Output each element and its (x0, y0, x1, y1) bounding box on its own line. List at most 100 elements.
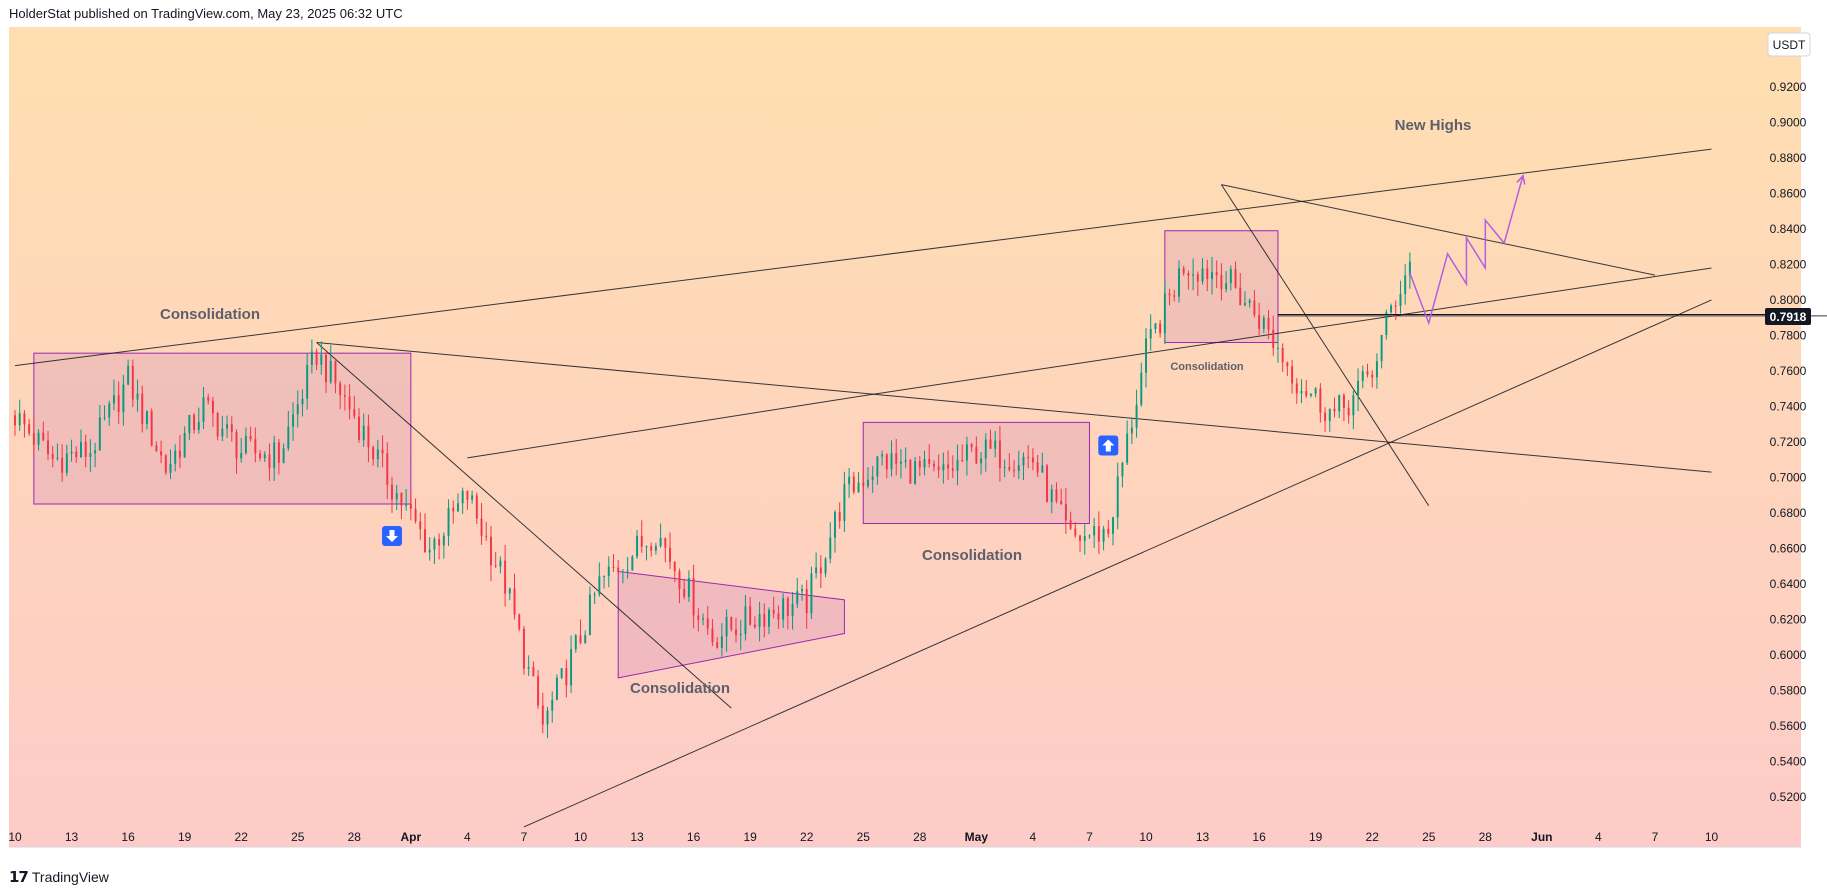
candle-bear (339, 383, 342, 396)
x-tick-label: 10 (1705, 830, 1719, 844)
candle-bull (103, 417, 106, 419)
candle-bear (372, 447, 375, 460)
candle-bear (692, 578, 695, 616)
candle-bear (75, 451, 78, 458)
x-tick-label: 25 (291, 830, 305, 844)
x-tick-label: 4 (1595, 830, 1602, 844)
candle-bull (136, 393, 139, 400)
x-tick-label: 7 (1086, 830, 1093, 844)
candle-bear (513, 588, 516, 615)
x-tick-label: 10 (574, 830, 588, 844)
candle-bull (471, 495, 474, 500)
candle-bear (753, 624, 756, 628)
candle-bull (551, 699, 554, 711)
candle-bull (994, 440, 997, 449)
candle-bear (1064, 504, 1067, 521)
candle-bull (645, 546, 648, 548)
candle-bear (1097, 526, 1100, 542)
candle-bear (475, 495, 478, 519)
candle-bear (1031, 457, 1034, 463)
candle-bear (117, 395, 120, 413)
candle-bear (178, 450, 181, 458)
candle-bear (353, 409, 356, 417)
candle-bull (1361, 371, 1364, 381)
candle-bear (1291, 366, 1294, 384)
candle-bull (395, 493, 398, 500)
candle-bear (438, 539, 441, 546)
candle-bear (160, 451, 163, 456)
candle-bull (301, 398, 304, 405)
candle-bull (1243, 302, 1246, 306)
candle-bull (848, 476, 851, 485)
candle-bear (211, 400, 214, 414)
candle-bear (1272, 329, 1275, 349)
candle-bear (1253, 300, 1256, 316)
y-tick-label: 0.8800 (1770, 151, 1807, 165)
candle-bear (772, 609, 775, 614)
candle-bear (259, 453, 262, 459)
candle-bull (1154, 323, 1157, 329)
candle-bull (1375, 361, 1378, 378)
candle-bull (1300, 391, 1303, 394)
candle-bear (325, 354, 327, 383)
candle-bull (1338, 395, 1341, 412)
y-tick-label: 0.5400 (1770, 754, 1807, 768)
candle-bear (932, 463, 935, 467)
candle-bear (1295, 383, 1298, 394)
y-tick-label: 0.7400 (1770, 399, 1807, 413)
candle-bull (593, 594, 596, 596)
x-tick-label: 4 (464, 830, 471, 844)
candle-bear (1046, 465, 1049, 503)
candle-bull (824, 558, 827, 574)
candle-bull (94, 450, 97, 454)
candle-bear (673, 561, 676, 572)
candle-bull (1017, 465, 1020, 472)
candle-bear (716, 642, 719, 648)
candle-bull (810, 573, 813, 614)
candle-bull (169, 463, 172, 473)
candle-bull (1309, 393, 1312, 396)
trendline (1221, 184, 1656, 276)
candle-bear (1168, 293, 1171, 296)
candle-bear (1281, 347, 1284, 363)
candle-bear (1394, 305, 1397, 307)
candle-bear (249, 435, 252, 440)
candle-bull (362, 425, 365, 440)
candle-bull (37, 432, 40, 445)
candle-bull (1352, 395, 1355, 416)
projection-path (1409, 175, 1524, 326)
candle-bull (292, 414, 295, 427)
x-tick-label: 10 (8, 830, 22, 844)
candle-bear (23, 413, 26, 425)
candle-bull (744, 606, 747, 635)
candle-bear (419, 521, 422, 530)
candle-bull (1408, 261, 1411, 276)
candle-bear (1239, 287, 1242, 306)
candle-bear (683, 588, 686, 597)
candle-bear (532, 666, 535, 677)
last-price-badge: 0.7918 (1765, 308, 1811, 325)
currency-badge[interactable]: USDT (1767, 32, 1811, 57)
candle-bear (1324, 412, 1327, 422)
trendline (523, 299, 1712, 828)
candle-bull (876, 456, 879, 477)
candle-bear (141, 393, 144, 425)
candle-bear (805, 588, 808, 614)
last-price-label: 0.7918 (1770, 310, 1807, 324)
candle-bear (961, 459, 964, 461)
candle-bull (904, 459, 907, 462)
x-tick-label: 25 (1422, 830, 1436, 844)
candle-bear (1286, 362, 1289, 367)
candle-bull (197, 421, 200, 430)
candle-bull (626, 570, 629, 572)
candle-bear (612, 566, 615, 568)
candle-bear (1234, 269, 1237, 288)
candle-bull (890, 453, 893, 470)
candle-bear (1366, 371, 1369, 375)
tradingview-footer[interactable]: 17 TradingView (9, 868, 109, 886)
x-tick-label: 19 (743, 830, 757, 844)
candle-bull (202, 397, 205, 422)
candle-bull (1192, 274, 1195, 276)
candle-bull (914, 461, 917, 484)
